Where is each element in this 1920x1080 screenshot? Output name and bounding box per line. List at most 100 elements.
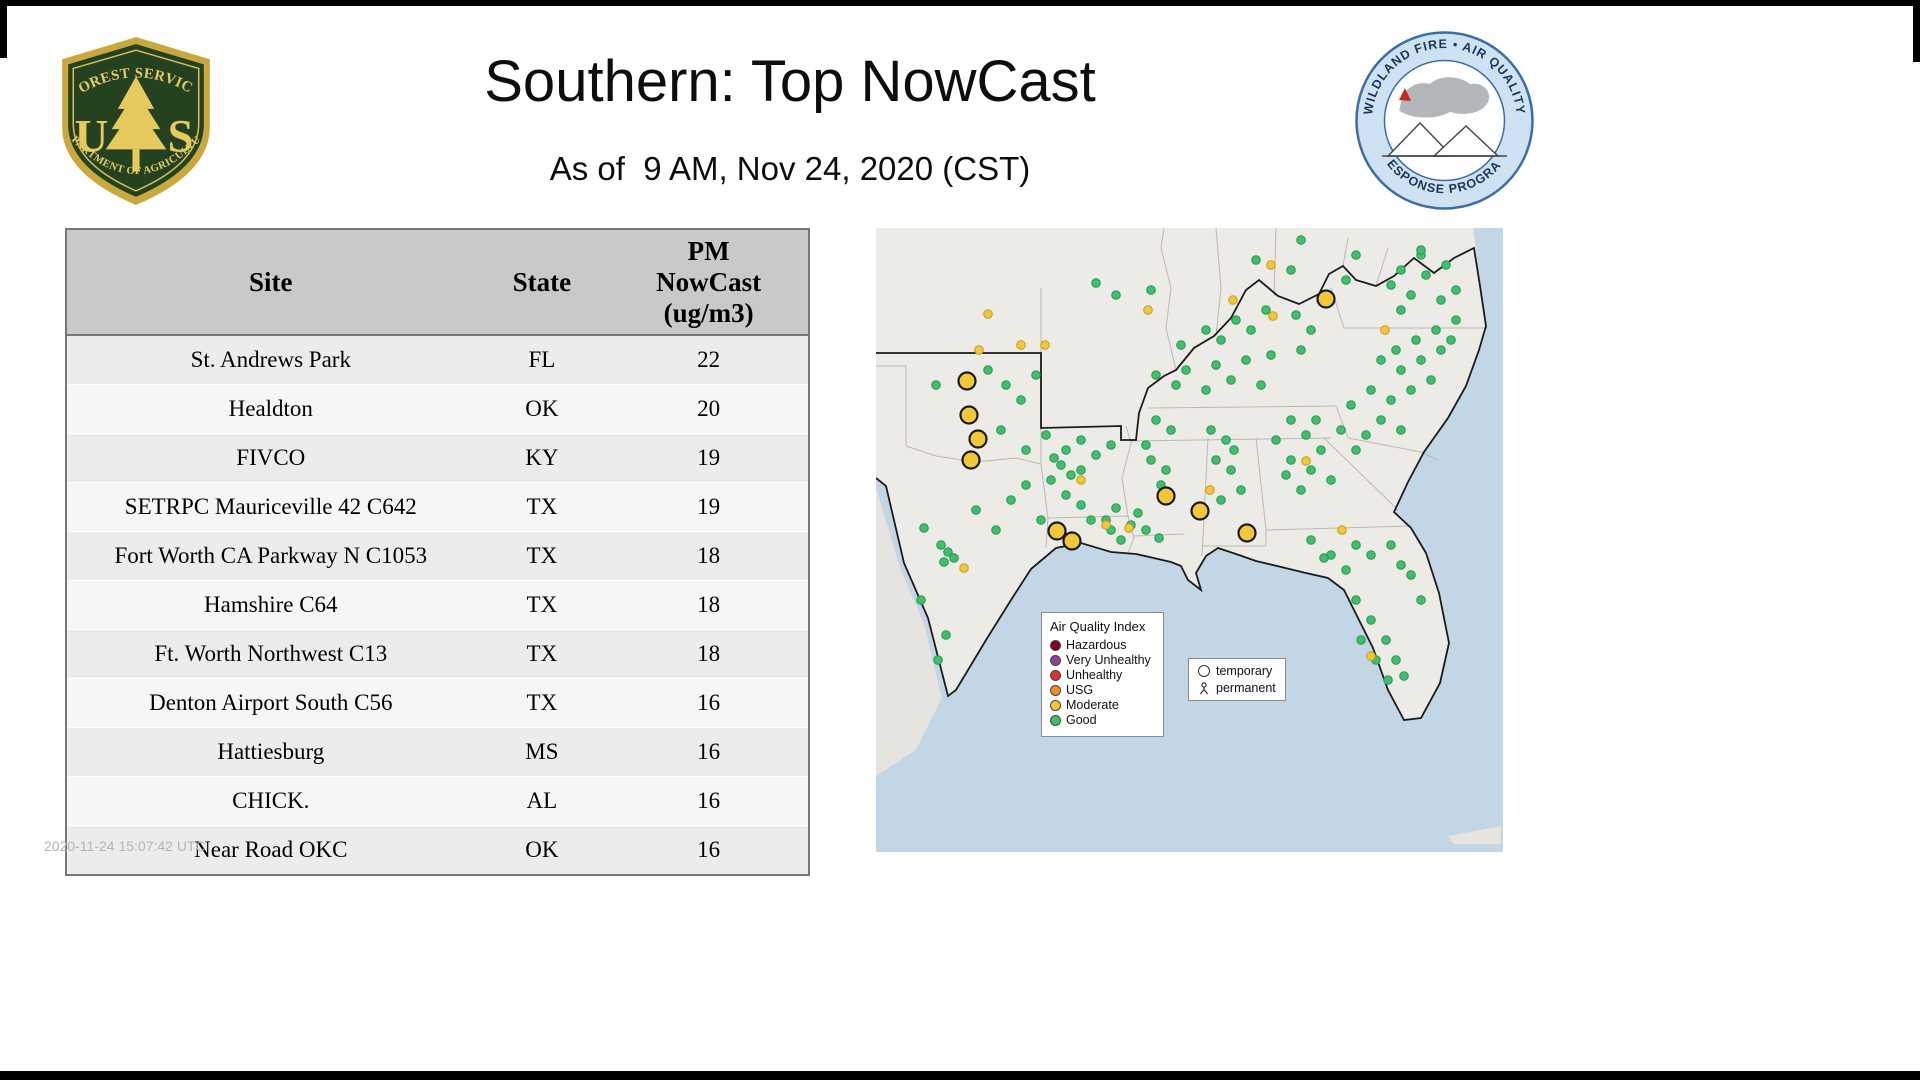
aqi-entry-label: Unhealthy — [1066, 668, 1123, 682]
monitor-dot-good — [1291, 310, 1301, 320]
monitor-dot-good — [1001, 380, 1011, 390]
aqi-legend-entry: Very Unhealthy — [1050, 653, 1151, 668]
aqi-color-dot — [1050, 640, 1061, 651]
monitor-dot-good — [1326, 475, 1336, 485]
monitor-dot-good — [1436, 345, 1446, 355]
monitor-dot-good — [1376, 355, 1386, 365]
temporary-monitor-dot-moderate — [1316, 289, 1336, 309]
monitor-dot-good — [1091, 450, 1101, 460]
aqi-entry-label: Very Unhealthy — [1066, 653, 1151, 667]
monitor-dot-good — [1416, 595, 1426, 605]
temporary-monitor-dot-moderate — [1047, 521, 1067, 541]
monitor-dot-good — [1281, 470, 1291, 480]
site-cell: FIVCO — [66, 433, 475, 483]
monitor-dot-good — [1381, 635, 1391, 645]
monitor-dot-moderate — [959, 563, 969, 573]
value-cell: 16 — [609, 678, 809, 728]
monitor-dot-good — [1341, 275, 1351, 285]
aqi-color-dot — [1050, 670, 1061, 681]
aqi-legend-entries: Hazardous Very Unhealthy Unhealthy USG Moder… — [1050, 638, 1151, 728]
monitor-dot-good — [1311, 415, 1321, 425]
monitor-dot-good — [1396, 305, 1406, 315]
monitor-dot-good — [1141, 525, 1151, 535]
monitor-dot-good — [1366, 550, 1376, 560]
state-cell: TX — [474, 531, 610, 581]
monitor-dot-good — [983, 365, 993, 375]
forest-service-logo: FOREST SERVICE U S DEPARTMENT OF AGRICUL… — [55, 34, 210, 205]
monitor-dot-good — [1296, 345, 1306, 355]
monitor-dot-good — [1061, 490, 1071, 500]
monitor-dot-good — [1236, 485, 1246, 495]
monitor-dot-good — [1151, 415, 1161, 425]
site-cell: Hattiesburg — [66, 727, 475, 777]
table-row: Denton Airport South C56 TX 16 — [66, 678, 809, 728]
monitor-dot-good — [1451, 285, 1461, 295]
aqi-legend-title: Air Quality Index — [1050, 619, 1146, 634]
monitor-dot-good — [1016, 395, 1026, 405]
site-cell: SETRPC Mauriceville 42 C642 — [66, 482, 475, 532]
aqi-legend: Air Quality Index Hazardous Very Unhealth… — [1041, 612, 1164, 737]
map-land — [876, 228, 1486, 720]
aqi-color-dot — [1050, 715, 1061, 726]
monitor-dot-good — [1021, 445, 1031, 455]
value-cell: 18 — [609, 629, 809, 679]
permanent-marker-icon — [1199, 681, 1209, 694]
aqi-entry-label: Good — [1066, 713, 1097, 727]
frame-right-edge — [1913, 0, 1920, 62]
aqi-color-dot — [1050, 685, 1061, 696]
wf-landmass-shape — [1399, 77, 1490, 118]
monitor-dot-good — [1361, 430, 1371, 440]
map-mexico-land — [876, 488, 942, 776]
aqi-legend-entry: USG — [1050, 683, 1151, 698]
fs-logo-letter-u: U — [75, 111, 109, 162]
temporary-label: temporary — [1216, 664, 1273, 678]
monitor-dot-good — [939, 557, 949, 567]
monitor-dot-moderate — [1337, 525, 1347, 535]
monitor-dot-moderate — [1143, 305, 1153, 315]
site-cell: Hamshire C64 — [66, 580, 475, 630]
state-cell: MS — [474, 727, 610, 777]
monitor-dot-good — [1091, 278, 1101, 288]
aqi-legend-entry: Hazardous — [1050, 638, 1151, 653]
monitor-dot-good — [1351, 250, 1361, 260]
monitor-dot-good — [1261, 305, 1271, 315]
site-cell: Fort Worth CA Parkway N C1053 — [66, 531, 475, 581]
fs-tree-icon — [105, 76, 167, 172]
monitor-dot-good — [1286, 415, 1296, 425]
table-row: Ft. Worth Northwest C13 TX 18 — [66, 629, 809, 679]
monitor-dot-good — [1066, 470, 1076, 480]
table-row: Fort Worth CA Parkway N C1053 TX 18 — [66, 531, 809, 581]
monitor-dot-good — [1431, 325, 1441, 335]
monitor-dot-moderate — [1101, 520, 1111, 530]
monitor-dot-good — [1111, 290, 1121, 300]
state-cell: TX — [474, 482, 610, 532]
table-row: CHICK. AL 16 — [66, 776, 809, 826]
monitor-dot-good — [1406, 290, 1416, 300]
monitor-dot-good — [1306, 465, 1316, 475]
nowcast-table-section: Site State PM NowCast (ug/m3) St. Andrew… — [65, 228, 810, 876]
monitor-dot-good — [1356, 635, 1366, 645]
aqi-color-dot — [1050, 700, 1061, 711]
monitor-dot-good — [1251, 255, 1261, 265]
value-cell: 16 — [609, 727, 809, 777]
value-cell: 16 — [609, 825, 809, 876]
monitor-dot-moderate — [1268, 311, 1278, 321]
monitor-dot-good — [1416, 245, 1426, 255]
column-header-site: Site — [66, 229, 475, 336]
monitor-dot-good — [1086, 515, 1096, 525]
monitor-dot-good — [1241, 355, 1251, 365]
monitor-dot-good — [1446, 335, 1456, 345]
monitor-dot-good — [1386, 540, 1396, 550]
monitor-dot-good — [1396, 365, 1406, 375]
monitor-dot-moderate — [1016, 340, 1026, 350]
monitor-dot-good — [1306, 535, 1316, 545]
monitor-dot-good — [971, 505, 981, 515]
monitor-dot-good — [1021, 480, 1031, 490]
state-cell: OK — [474, 384, 610, 434]
monitor-dot-good — [1411, 335, 1421, 345]
monitor-dot-good — [1176, 340, 1186, 350]
temporary-monitor-dot-moderate — [1062, 531, 1082, 551]
wf-fire-marker-icon — [1399, 88, 1411, 101]
monitor-dot-good — [1316, 445, 1326, 455]
monitor-dot-good — [1436, 295, 1446, 305]
